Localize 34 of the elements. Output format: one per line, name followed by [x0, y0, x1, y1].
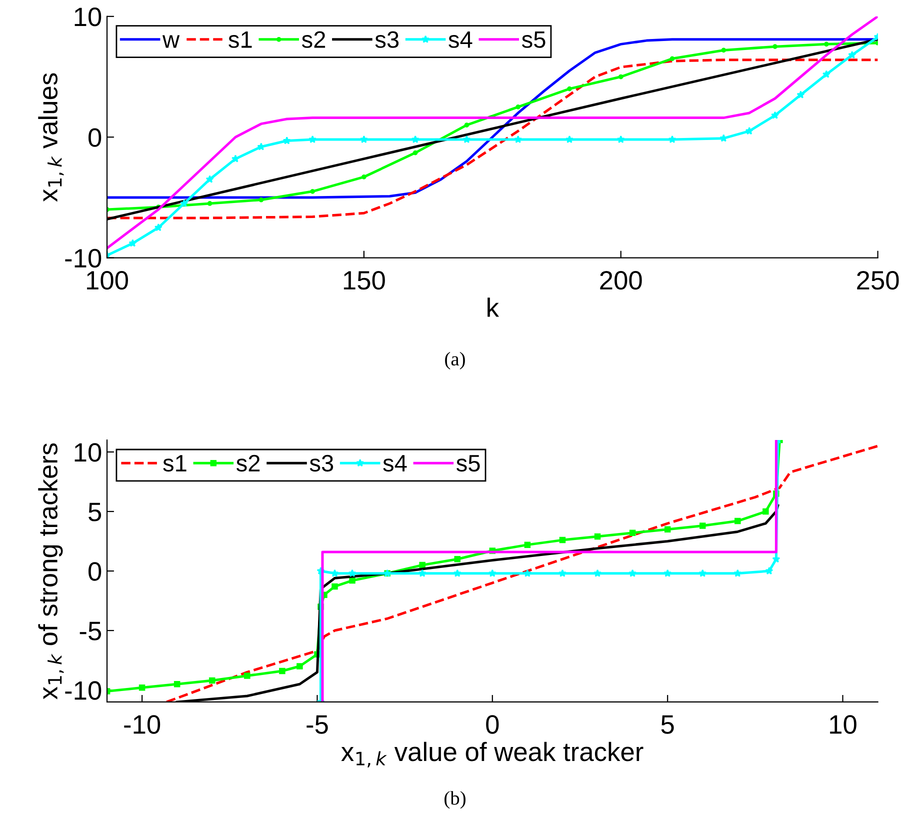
y-tick-label: -10: [65, 248, 102, 268]
legend-label: s1: [163, 455, 186, 472]
y-tick-label: -5: [80, 622, 102, 640]
x-tick-label: 250: [857, 270, 899, 290]
legend-label: s3: [375, 31, 399, 48]
legend-label: s5: [522, 31, 546, 48]
legend-label: s2: [236, 454, 260, 472]
x-tick-label: 5: [661, 715, 674, 734]
x-tick-label: 100: [87, 270, 128, 290]
text: (b): [444, 791, 466, 809]
legend-label: w: [162, 35, 180, 48]
y-tick-label: 10: [74, 8, 102, 26]
legend-label: s3: [310, 454, 334, 472]
x-axis-title: x$_{1,k}$ value of weak tracker: [341, 742, 644, 768]
y-tick-label: 0: [88, 128, 102, 147]
x-tick-label: -5: [306, 715, 328, 734]
legend-label: s4: [383, 455, 407, 472]
x-tick-label: 150: [344, 270, 385, 290]
x-axis-title: k: [488, 298, 500, 317]
y-axis-title: x$_{1,k}$ values: [38, 73, 64, 202]
text: (a): [445, 352, 465, 370]
legend-label: s4: [448, 31, 472, 48]
y-tick-label: -10: [65, 681, 102, 700]
legend-label: s5: [456, 455, 480, 472]
y-tick-label: 10: [74, 443, 102, 462]
x-tick-label: 10: [830, 715, 856, 734]
legend-label: s1: [228, 31, 252, 48]
y-axis-title: x$_{1,k}$ of strong trackers: [38, 443, 64, 700]
x-tick-label: 200: [600, 270, 642, 290]
x-tick-label: 0: [486, 715, 499, 734]
x-tick-label: -10: [124, 715, 160, 734]
legend-label: s2: [302, 31, 326, 48]
y-tick-label: 5: [88, 502, 102, 522]
y-tick-label: 0: [88, 562, 102, 581]
